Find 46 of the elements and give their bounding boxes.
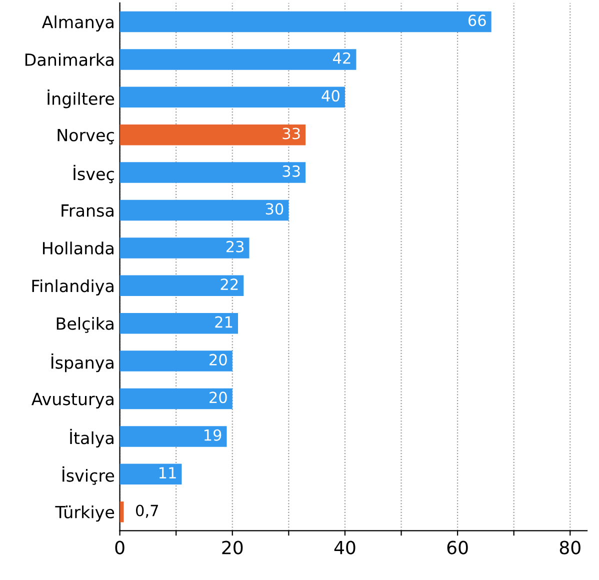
x-tick-label: 40 bbox=[334, 540, 356, 554]
data-label: 33 bbox=[282, 165, 300, 177]
data-label: 0,7 bbox=[136, 504, 158, 518]
bar bbox=[120, 275, 244, 296]
y-tick-label: Türkiye bbox=[55, 506, 114, 522]
bar bbox=[120, 11, 492, 32]
y-tick-label: Finlandiya bbox=[32, 279, 114, 296]
y-tick-label: Danimarka bbox=[25, 53, 114, 66]
y-tick-label: İtalya bbox=[70, 428, 114, 448]
y-tick-label: İspanya bbox=[52, 353, 114, 372]
x-tick-label: 80 bbox=[560, 540, 580, 554]
x-tick-label: 20 bbox=[222, 540, 243, 554]
y-tick-label: İngiltere bbox=[48, 90, 114, 108]
bar bbox=[120, 124, 306, 146]
data-label: 19 bbox=[204, 429, 222, 441]
data-label: 21 bbox=[215, 316, 232, 328]
x-tick-label: 60 bbox=[447, 540, 468, 554]
bar bbox=[120, 162, 306, 183]
y-tick-label: İsviçre bbox=[62, 466, 114, 485]
data-label: 33 bbox=[282, 128, 300, 140]
y-tick-label: Fransa bbox=[62, 204, 114, 217]
y-tick-label: Norveç bbox=[58, 129, 114, 144]
data-label: 20 bbox=[210, 354, 227, 366]
y-tick-label: Avusturya bbox=[32, 392, 114, 409]
y-tick-label: İsveç bbox=[74, 164, 114, 184]
bar bbox=[120, 312, 238, 334]
bar bbox=[120, 86, 345, 108]
bar bbox=[120, 350, 232, 372]
data-label: 23 bbox=[226, 240, 244, 252]
data-label: 11 bbox=[159, 467, 176, 478]
y-tick-label: Almanya bbox=[42, 15, 114, 32]
y-tick-label: Hollanda bbox=[43, 242, 114, 255]
data-label: 20 bbox=[210, 392, 227, 404]
data-label: 40 bbox=[322, 90, 340, 102]
bar bbox=[120, 464, 182, 485]
bar bbox=[120, 426, 227, 447]
data-label: 22 bbox=[220, 278, 238, 290]
y-tick-label: Belçika bbox=[56, 317, 114, 333]
x-tick-label: 0 bbox=[115, 540, 124, 554]
data-label: 42 bbox=[333, 52, 350, 64]
bar bbox=[120, 388, 232, 410]
bar bbox=[120, 49, 356, 70]
bar bbox=[120, 200, 289, 221]
bar bbox=[120, 238, 250, 258]
data-label: 66 bbox=[468, 14, 486, 26]
data-label: 30 bbox=[266, 203, 284, 215]
